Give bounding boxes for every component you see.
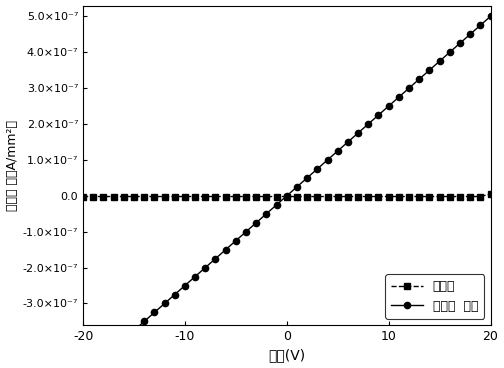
Line: 紫外灯  光照: 紫外灯 光照 (80, 13, 493, 368)
紫外灯  光照 (110, 346, 116, 351)
紫外灯  光照 (213, 256, 219, 261)
无光照 (182, 194, 188, 199)
无光照 (447, 194, 453, 199)
无光照 (335, 194, 341, 199)
无光照 (314, 194, 321, 199)
无光照 (416, 194, 422, 199)
紫外灯  光照 (243, 230, 249, 234)
无光照 (131, 194, 137, 199)
Legend: 无光照, 紫外灯  光照: 无光照, 紫外灯 光照 (385, 274, 484, 319)
紫外灯  光照 (365, 122, 371, 126)
紫外灯  光照 (426, 68, 432, 72)
无光照 (386, 194, 392, 199)
紫外灯  光照 (264, 212, 270, 216)
无光照 (100, 194, 106, 199)
紫外灯  光照 (253, 220, 259, 225)
无光照 (457, 194, 463, 199)
无光照 (162, 194, 168, 199)
无光照 (274, 194, 280, 199)
紫外灯  光照 (223, 247, 229, 252)
无光照 (223, 194, 229, 199)
无光照 (467, 194, 473, 199)
紫外灯  光照 (325, 158, 331, 162)
紫外灯  光照 (457, 41, 463, 46)
紫外灯  光照 (477, 23, 483, 28)
无光照 (294, 194, 300, 199)
无光照 (110, 194, 116, 199)
无光照 (365, 194, 371, 199)
无光照 (477, 194, 483, 199)
紫外灯  光照 (90, 364, 96, 368)
紫外灯  光照 (172, 292, 178, 297)
紫外灯  光照 (131, 328, 137, 333)
无光照 (284, 194, 290, 199)
无光照 (90, 194, 96, 199)
紫外灯  光照 (355, 131, 361, 135)
紫外灯  光照 (467, 32, 473, 36)
无光照 (202, 194, 208, 199)
无光照 (406, 194, 412, 199)
紫外灯  光照 (192, 275, 198, 279)
无光照 (436, 194, 443, 199)
无光照 (396, 194, 402, 199)
X-axis label: 电压(V): 电压(V) (268, 348, 305, 362)
紫外灯  光照 (386, 104, 392, 108)
紫外灯  光照 (314, 167, 321, 171)
无光照 (253, 194, 259, 199)
紫外灯  光照 (304, 176, 310, 180)
无光照 (375, 194, 382, 199)
紫外灯  光照 (284, 194, 290, 198)
Y-axis label: 电流密 度（A/mm²）: 电流密 度（A/mm²） (6, 120, 19, 211)
无光照 (325, 194, 331, 199)
无光照 (121, 194, 127, 199)
紫外灯  光照 (233, 238, 239, 243)
Line: 无光照: 无光照 (80, 191, 493, 200)
紫外灯  光照 (416, 77, 422, 81)
无光照 (243, 194, 249, 199)
无光照 (151, 194, 157, 199)
无光照 (192, 194, 198, 199)
无光照 (233, 194, 239, 199)
无光照 (355, 194, 361, 199)
紫外灯  光照 (141, 319, 147, 323)
紫外灯  光照 (345, 140, 351, 144)
无光照 (426, 194, 432, 199)
无光照 (213, 194, 219, 199)
紫外灯  光照 (436, 59, 443, 63)
紫外灯  光照 (487, 14, 493, 18)
紫外灯  光照 (335, 149, 341, 153)
紫外灯  光照 (100, 355, 106, 360)
无光照 (172, 194, 178, 199)
无光照 (264, 194, 270, 199)
紫外灯  光照 (151, 310, 157, 315)
紫外灯  光照 (396, 95, 402, 99)
无光照 (80, 194, 86, 199)
紫外灯  光照 (182, 283, 188, 288)
紫外灯  光照 (375, 113, 382, 117)
紫外灯  光照 (447, 50, 453, 54)
无光照 (141, 194, 147, 199)
无光照 (304, 194, 310, 199)
无光照 (487, 192, 493, 196)
紫外灯  光照 (162, 301, 168, 306)
紫外灯  光照 (202, 265, 208, 270)
无光照 (345, 194, 351, 199)
紫外灯  光照 (274, 202, 280, 207)
紫外灯  光照 (121, 337, 127, 342)
紫外灯  光照 (294, 185, 300, 189)
紫外灯  光照 (406, 86, 412, 90)
